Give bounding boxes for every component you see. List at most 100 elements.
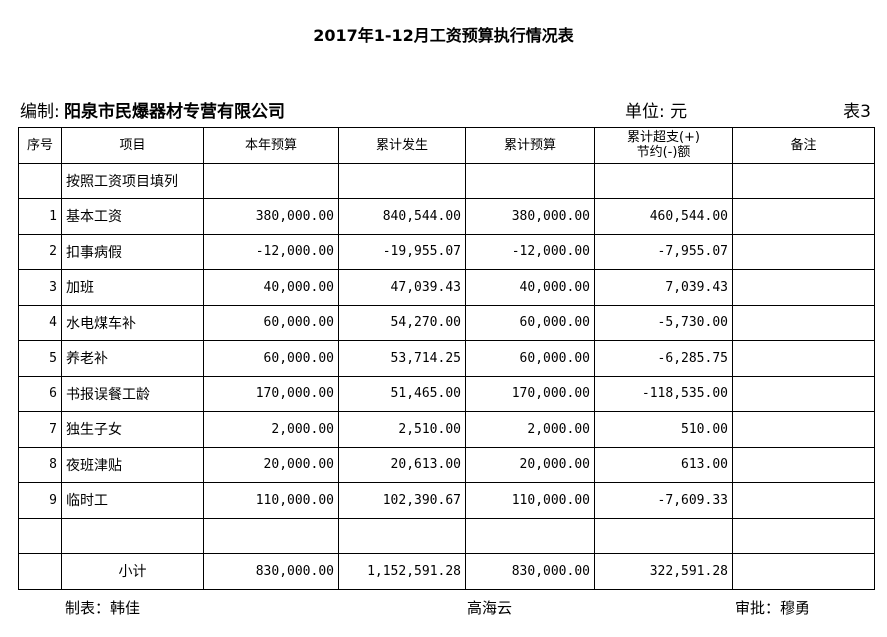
table-cell: 20,000.00 <box>465 446 595 483</box>
table-row: 2 扣事病假 -12,000.00 -19,955.07 -12,000.00 -7,95… <box>18 233 875 270</box>
table-cell: 按照工资项目填列 <box>61 162 204 199</box>
table-cell: 830,000.00 <box>465 553 595 590</box>
table-cell: 60,000.00 <box>203 340 339 377</box>
table-cell <box>732 517 875 554</box>
table-cell <box>61 517 204 554</box>
table-cell: 2 <box>18 233 62 270</box>
table-cell: 2,000.00 <box>203 411 339 448</box>
table-cell: 小计 <box>61 553 204 590</box>
table-cell <box>732 553 875 590</box>
table-cell: 170,000.00 <box>203 375 339 412</box>
table-cell <box>18 162 62 199</box>
table-cell: 基本工资 <box>61 198 204 235</box>
table-cell: 47,039.43 <box>338 269 466 306</box>
table-cell: 51,465.00 <box>338 375 466 412</box>
table-row: 8 夜班津贴 20,000.00 20,613.00 20,000.00 613.00 <box>18 446 875 483</box>
table-cell <box>338 517 466 554</box>
table-cell <box>594 162 733 199</box>
table-cell <box>594 517 733 554</box>
table-cell: 510.00 <box>594 411 733 448</box>
table-cell: 6 <box>18 375 62 412</box>
table-cell: 书报误餐工龄 <box>61 375 204 412</box>
table-cell: 40,000.00 <box>465 269 595 306</box>
table-cell: -118,535.00 <box>594 375 733 412</box>
table-cell <box>732 340 875 377</box>
table-cell <box>18 517 62 554</box>
table-cell: 380,000.00 <box>203 198 339 235</box>
prepared-by: 制表：韩佳 <box>65 599 141 617</box>
table-row <box>18 517 875 554</box>
table-cell: 养老补 <box>61 340 204 377</box>
table-row: 序号 项目 本年预算 累计发生 累计预算 累计超支(+) 节约(-)额 备注 <box>18 127 875 164</box>
table-row: 按照工资项目填列 <box>18 162 875 199</box>
table-cell: -12,000.00 <box>203 233 339 270</box>
table-cell: 613.00 <box>594 446 733 483</box>
table-cell: 夜班津贴 <box>61 446 204 483</box>
budget-table: 序号 项目 本年预算 累计发生 累计预算 累计超支(+) 节约(-)额 备注 按照工资项目填列… <box>18 127 875 590</box>
table-cell: -6,285.75 <box>594 340 733 377</box>
table-cell: 累计发生 <box>338 127 466 164</box>
table-cell: 460,544.00 <box>594 198 733 235</box>
table-cell: 7 <box>18 411 62 448</box>
table-cell: 60,000.00 <box>465 340 595 377</box>
table-cell: 本年预算 <box>203 127 339 164</box>
table-cell: 序号 <box>18 127 62 164</box>
approved-by: 审批：穆勇 <box>735 599 811 617</box>
table-cell: 20,613.00 <box>338 446 466 483</box>
table-cell <box>732 304 875 341</box>
table-cell: 170,000.00 <box>465 375 595 412</box>
table-cell: -5,730.00 <box>594 304 733 341</box>
table-cell <box>732 198 875 235</box>
table-cell: 水电煤车补 <box>61 304 204 341</box>
table-row: 6 书报误餐工龄 170,000.00 51,465.00 170,000.00 -118… <box>18 375 875 412</box>
table-cell <box>338 162 466 199</box>
table-cell: 322,591.28 <box>594 553 733 590</box>
table-cell <box>203 517 339 554</box>
table-cell <box>732 233 875 270</box>
table-cell: 40,000.00 <box>203 269 339 306</box>
table-cell <box>732 162 875 199</box>
table-cell: -19,955.07 <box>338 233 466 270</box>
table-cell: -7,955.07 <box>594 233 733 270</box>
table-cell: 110,000.00 <box>465 482 595 519</box>
table-row: 9 临时工 110,000.00 102,390.67 110,000.00 -7,609… <box>18 482 875 519</box>
table-cell <box>732 411 875 448</box>
table-cell: 380,000.00 <box>465 198 595 235</box>
table-cell <box>732 375 875 412</box>
table-cell: 3 <box>18 269 62 306</box>
table-cell <box>203 162 339 199</box>
table-row: 1 基本工资 380,000.00 840,544.00 380,000.00 460,5… <box>18 198 875 235</box>
table-cell <box>18 553 62 590</box>
table-cell: 备注 <box>732 127 875 164</box>
table-cell: 加班 <box>61 269 204 306</box>
table-cell: 840,544.00 <box>338 198 466 235</box>
table-cell: 1 <box>18 198 62 235</box>
table-cell: 项目 <box>61 127 204 164</box>
table-cell: 830,000.00 <box>203 553 339 590</box>
table-cell: 7,039.43 <box>594 269 733 306</box>
table-cell: 102,390.67 <box>338 482 466 519</box>
table-row: 7 独生子女 2,000.00 2,510.00 2,000.00 510.00 <box>18 411 875 448</box>
table-cell: 4 <box>18 304 62 341</box>
table-cell: 1,152,591.28 <box>338 553 466 590</box>
table-cell: 9 <box>18 482 62 519</box>
table-row: 4 水电煤车补 60,000.00 54,270.00 60,000.00 -5,730.… <box>18 304 875 341</box>
table-row: 小计 830,000.00 1,152,591.28 830,000.00 322,59… <box>18 553 875 590</box>
footer-middle: 高海云 <box>467 599 513 617</box>
table-cell: 60,000.00 <box>203 304 339 341</box>
title: 2017年1-12月工资预算执行情况表 <box>313 26 574 45</box>
table-cell: 独生子女 <box>61 411 204 448</box>
table-cell: -7,609.33 <box>594 482 733 519</box>
table-cell <box>465 517 595 554</box>
table-cell: 临时工 <box>61 482 204 519</box>
table-row: 5 养老补 60,000.00 53,714.25 60,000.00 -6,285.75 <box>18 340 875 377</box>
table-cell: 累计超支(+) 节约(-)额 <box>594 127 733 164</box>
sheet-number: 表3 <box>843 102 871 122</box>
table-cell <box>732 269 875 306</box>
table-cell: 2,510.00 <box>338 411 466 448</box>
table-cell: 扣事病假 <box>61 233 204 270</box>
table-cell: 5 <box>18 340 62 377</box>
table-cell: 60,000.00 <box>465 304 595 341</box>
table-cell: 110,000.00 <box>203 482 339 519</box>
